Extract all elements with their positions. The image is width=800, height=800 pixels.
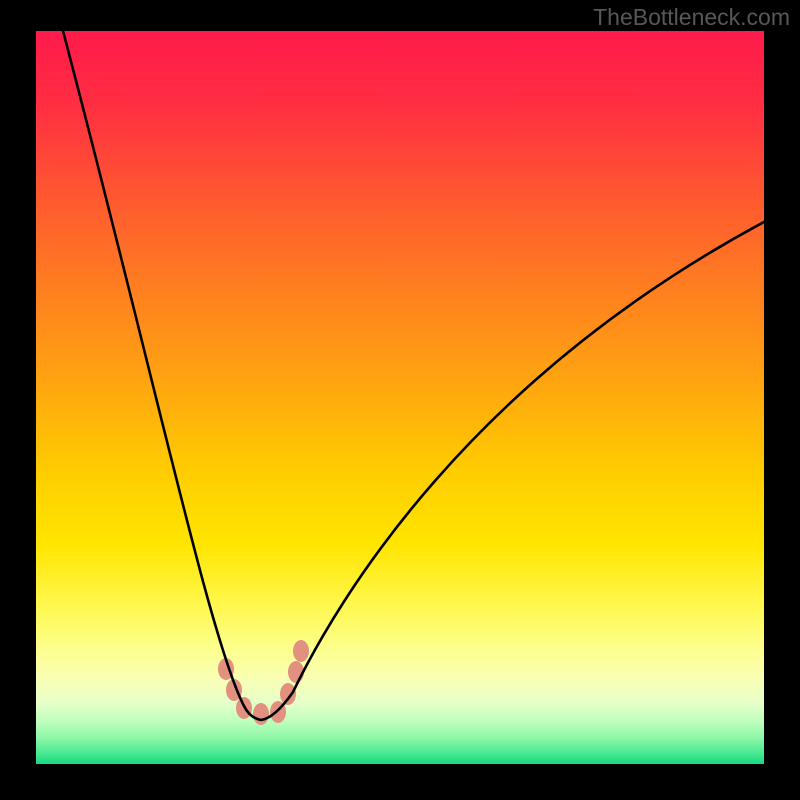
bottleneck-chart xyxy=(0,0,800,800)
bottom-marker xyxy=(280,683,296,705)
plot-background xyxy=(36,31,764,764)
watermark-text: TheBottleneck.com xyxy=(593,4,790,31)
bottom-marker xyxy=(253,703,269,725)
bottom-marker xyxy=(293,640,309,662)
